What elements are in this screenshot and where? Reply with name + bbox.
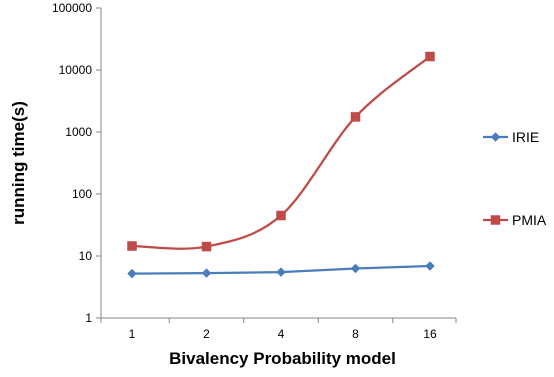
x-tick-label: 16: [423, 327, 437, 341]
data-point-pmia: [201, 241, 212, 252]
series-pmia: [127, 51, 435, 252]
x-axis-title: Bivalency Probability model: [169, 349, 396, 368]
legend-item-pmia: PMIA: [483, 212, 547, 228]
data-point-irie: [127, 268, 137, 279]
y-tick-label: 10: [79, 249, 93, 263]
series-irie: [127, 261, 435, 279]
legend: IRIE PMIA: [483, 129, 547, 228]
legend-item-irie: IRIE: [483, 129, 539, 145]
data-point-irie: [425, 261, 435, 271]
y-tick-label: 1000: [65, 125, 92, 139]
y-axis-title: running time(s): [9, 101, 28, 225]
data-point-irie: [350, 263, 361, 274]
axes: [100, 8, 456, 319]
data-point-pmia: [127, 241, 137, 251]
data-point-pmia: [350, 112, 361, 122]
x-tick-label: 1: [129, 327, 136, 341]
x-tick-label: 2: [203, 327, 210, 341]
legend-label-pmia: PMIA: [512, 212, 547, 228]
y-axis-ticks: 1 10 100 1000 10000 100000: [52, 1, 101, 325]
legend-label-irie: IRIE: [512, 129, 539, 145]
data-point-irie: [276, 267, 286, 277]
data-point-pmia: [276, 210, 286, 221]
y-tick-label: 1: [85, 311, 92, 325]
y-tick-label: 100000: [52, 1, 92, 15]
y-tick-label: 10000: [59, 63, 93, 77]
x-tick-label: 4: [278, 327, 285, 341]
x-axis-ticks: 1 2 4 8 16: [100, 318, 457, 341]
x-tick-label: 8: [352, 327, 359, 341]
series: [127, 51, 435, 279]
y-tick-label: 100: [72, 187, 92, 201]
data-point-pmia: [425, 51, 435, 62]
data-point-irie: [201, 268, 212, 278]
legend-marker-pmia: [490, 215, 501, 225]
legend-marker-irie: [490, 132, 501, 142]
